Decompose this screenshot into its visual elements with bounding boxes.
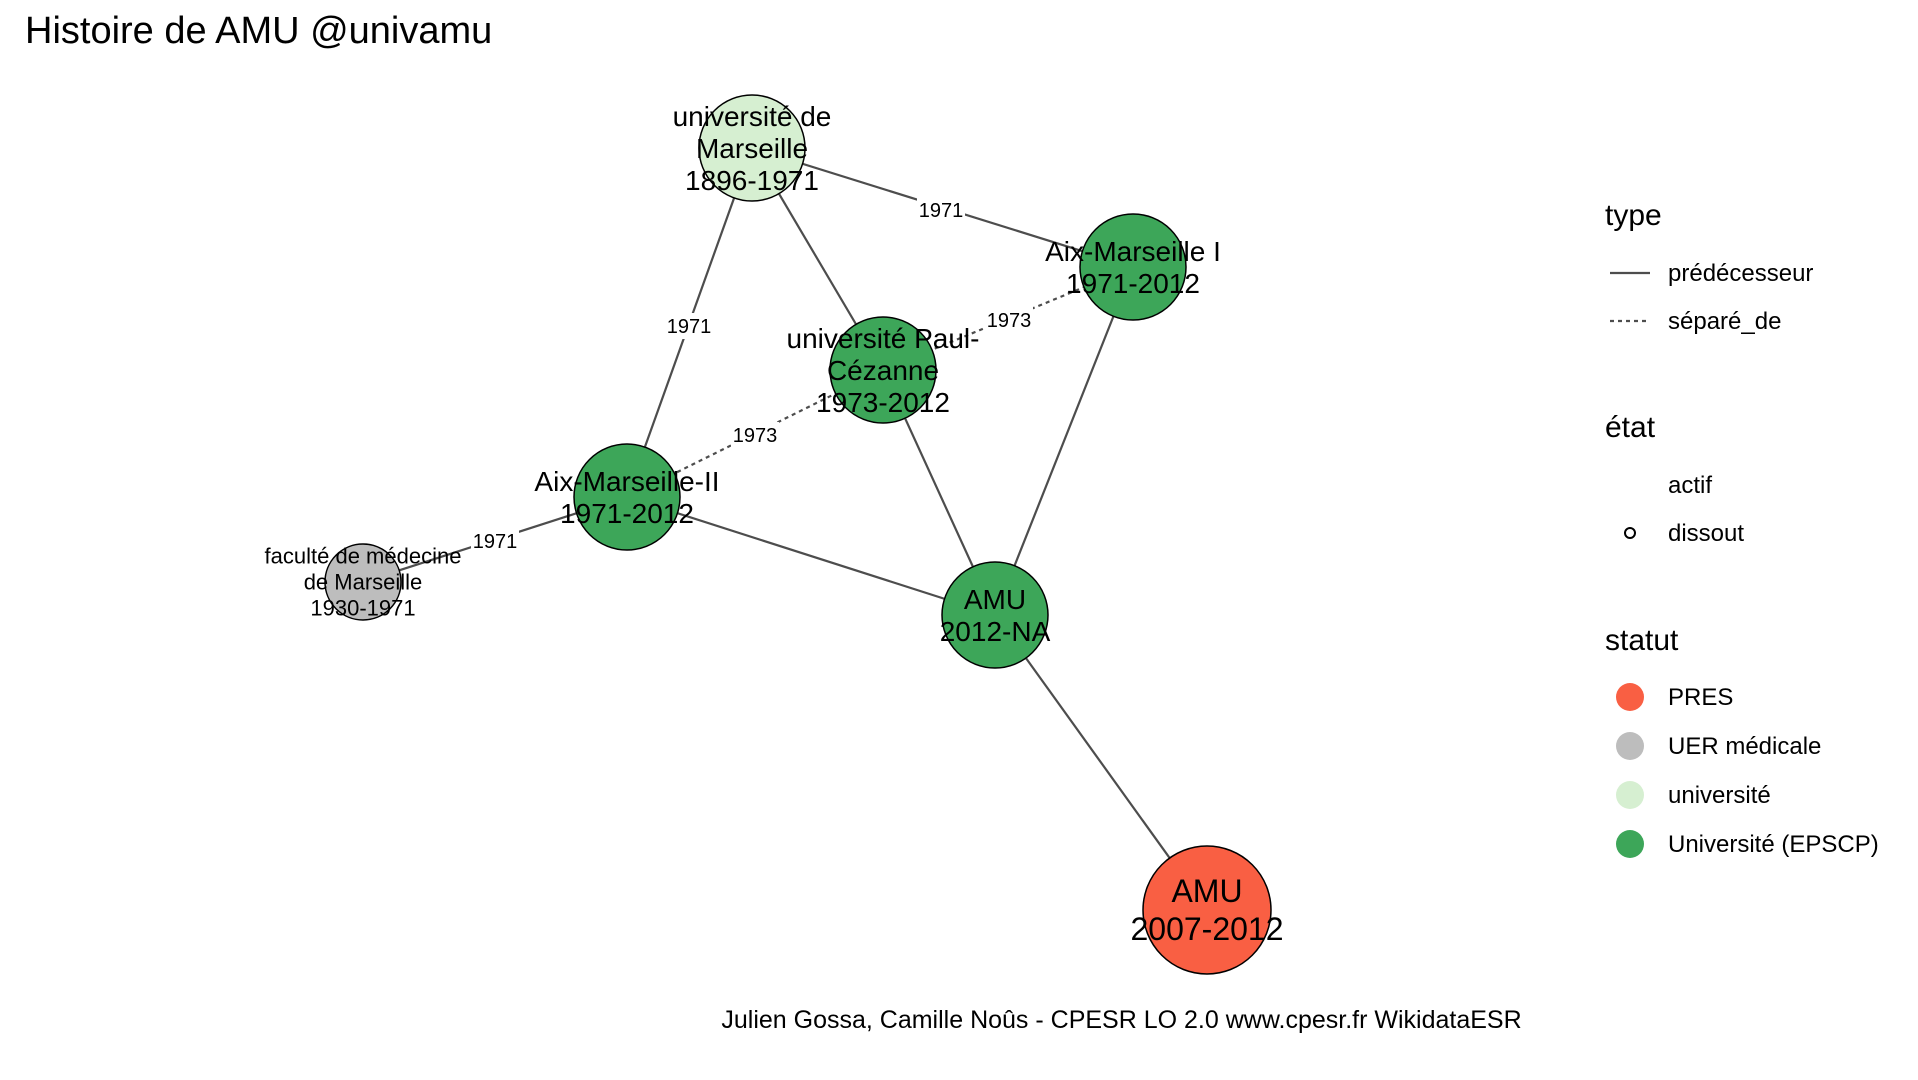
edge-label-bg (985, 307, 1033, 333)
legend-item-etat: dissout (1668, 520, 1744, 547)
legend-title-statut: statut (1605, 624, 1679, 657)
edge-am1-amu (993, 266, 1135, 616)
edge-label: 1971 (919, 200, 964, 222)
legend-title-etat: état (1605, 411, 1656, 444)
legend-key-statut (1616, 781, 1644, 809)
node-udm (698, 94, 806, 202)
node-label-amu: AMU (964, 584, 1026, 615)
node-label-am1: 1971-2012 (1066, 268, 1200, 299)
node-label-pres: 2007-2012 (1130, 911, 1283, 947)
edge-am2-amu (626, 495, 996, 617)
caption-text: Julien Gossa, Camille Noûs - CPESR LO 2.… (721, 1006, 1522, 1034)
edge-label: 1973 (987, 310, 1032, 332)
node-label-udm: université de (673, 101, 832, 132)
node-upc (829, 316, 937, 424)
node-label-fmm: de Marseille (304, 570, 423, 595)
node-label-fmm: 1930-1971 (310, 596, 415, 621)
legend-key-statut (1616, 830, 1644, 858)
legend-item-statut: PRES (1668, 684, 1733, 711)
node-label-am2: 1971-2012 (560, 498, 694, 529)
node-label-am1: Aix-Marseille I (1045, 236, 1221, 267)
node-label-pres: AMU (1171, 873, 1242, 909)
node-label-amu: 2012-NA (940, 616, 1051, 647)
node-label-udm: 1896-1971 (685, 165, 819, 196)
legend-item-etat: actif (1668, 472, 1712, 499)
legend-item-statut: UER médicale (1668, 733, 1821, 760)
legend-key-statut (1616, 732, 1644, 760)
legend-title-type: type (1605, 199, 1662, 232)
node-label-fmm: faculté de médecine (265, 544, 462, 569)
edge-label-bg (665, 313, 713, 339)
edge-label-bg (731, 422, 779, 448)
node-label-upc: Cézanne (827, 355, 939, 386)
legend-key-statut (1616, 683, 1644, 711)
edge-label-bg (471, 528, 519, 554)
nodes-layer (324, 94, 1272, 975)
node-am2 (573, 443, 681, 551)
legend-item-statut: université (1668, 782, 1771, 809)
legend-key-dissout (1624, 527, 1636, 539)
node-pres (1142, 845, 1272, 975)
caption: Julien Gossa, Camille Noûs - CPESR LO 2.… (0, 1006, 1918, 1035)
chart-title: Histoire de AMU @univamu (25, 10, 493, 52)
node-fmm (324, 543, 402, 621)
node-label-udm: Marseille (696, 133, 808, 164)
node-label-upc: université Paul- (787, 323, 980, 354)
edge-label: 1973 (733, 425, 778, 447)
node-label-am2: Aix-Marseille-II (534, 466, 719, 497)
node-label-upc: 1973-2012 (816, 387, 950, 418)
node-amu (941, 561, 1049, 669)
legend: type prédécesseur séparé_de état actif dissou… (1605, 199, 1879, 858)
edge-label-bg (917, 197, 965, 223)
legend-item-type: séparé_de (1668, 308, 1781, 335)
legend-item-statut: Université (EPSCP) (1668, 831, 1879, 858)
edge-label: 1971 (473, 531, 518, 553)
legend-item-type: prédécesseur (1668, 260, 1813, 287)
node-am1 (1079, 213, 1187, 321)
edge-labels-layer: 1971 1971 1973 1973 1971 (471, 197, 1033, 554)
edge-label: 1971 (667, 316, 712, 338)
